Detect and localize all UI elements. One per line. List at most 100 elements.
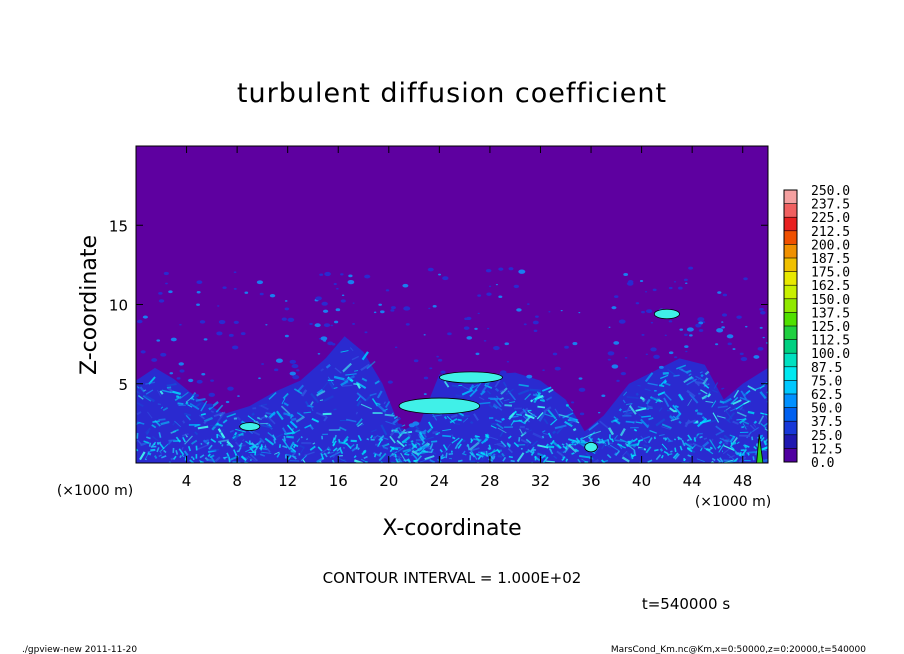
field-streak <box>646 424 650 428</box>
field-streak <box>153 455 158 459</box>
field-streak <box>556 450 565 458</box>
field-streak <box>625 420 635 424</box>
field-streak <box>355 443 359 450</box>
field-streak <box>210 438 217 443</box>
field-streak <box>461 389 473 396</box>
field-streak <box>541 435 545 439</box>
eddy <box>578 312 581 314</box>
field-streak <box>158 418 166 421</box>
field-streak <box>443 380 450 388</box>
eddy <box>412 421 420 426</box>
field-streak <box>156 389 162 397</box>
field-streak <box>469 441 480 451</box>
field-streak <box>479 401 491 405</box>
field-streak <box>668 414 673 417</box>
field-streak <box>297 384 304 392</box>
field-streak <box>268 391 277 400</box>
field-streak <box>502 456 507 462</box>
field-streak <box>747 385 757 392</box>
colorbar-label: 50.0 <box>811 402 842 417</box>
field-streak <box>166 383 177 387</box>
field-streak <box>502 381 507 388</box>
eddy <box>513 284 520 289</box>
field-streak <box>426 428 432 434</box>
field-streak <box>353 459 364 463</box>
field-streak <box>404 443 407 447</box>
eddy <box>232 345 239 350</box>
field-streak <box>260 404 269 411</box>
eddy <box>641 310 645 314</box>
field-streak <box>469 388 478 398</box>
eddy <box>721 326 725 329</box>
field-streak <box>687 447 693 453</box>
field-streak <box>343 438 349 444</box>
field-streak <box>500 440 507 448</box>
field-streak <box>174 395 182 401</box>
colorbar-label: 250.0 <box>811 184 850 199</box>
field-streak <box>353 455 357 459</box>
field-streak <box>674 404 679 409</box>
field-streak <box>136 439 143 446</box>
field-streak <box>537 391 541 397</box>
x-tick-label: 16 <box>329 472 348 490</box>
colorbar-label: 75.0 <box>811 374 842 389</box>
eddy <box>348 274 353 278</box>
field-streak <box>439 449 443 453</box>
field-streak <box>686 378 697 386</box>
x-tick-label: 12 <box>278 472 297 490</box>
eddy <box>315 296 322 301</box>
field-streak <box>289 420 298 429</box>
field-streak <box>366 360 376 370</box>
field-streak <box>312 442 316 445</box>
colorbar-swatch <box>784 366 797 381</box>
eddy <box>284 307 290 311</box>
field-streak <box>621 456 630 463</box>
field-streak <box>719 400 725 404</box>
eddy <box>438 273 442 276</box>
eddy <box>331 342 336 346</box>
eddy <box>685 350 688 353</box>
field-streak <box>159 390 164 395</box>
eddy <box>140 350 146 354</box>
field-streak <box>210 410 214 413</box>
eddy <box>440 370 446 374</box>
eddy <box>616 379 620 382</box>
field-streak <box>669 407 676 413</box>
field-streak <box>404 450 411 454</box>
field-streak <box>513 419 523 423</box>
field-streak <box>515 413 522 416</box>
eddy <box>289 359 297 364</box>
field-streak <box>725 439 730 442</box>
field-streak <box>606 453 612 459</box>
field-streak <box>451 437 460 444</box>
field-streak <box>325 363 331 369</box>
eddy <box>727 342 732 346</box>
field-streak <box>345 442 352 450</box>
field-streak <box>147 449 156 453</box>
eddy <box>196 303 200 306</box>
field-streak <box>704 370 710 376</box>
eddy <box>650 321 654 324</box>
field-streak <box>152 420 160 424</box>
field-streak <box>429 442 434 450</box>
field-streak <box>151 424 157 429</box>
field-streak <box>764 428 768 432</box>
field-streak <box>281 438 290 449</box>
field-streak <box>546 396 553 401</box>
eddy <box>281 317 287 321</box>
field-streak <box>589 430 602 436</box>
field-streak <box>488 436 499 441</box>
field-streak <box>462 450 466 455</box>
field-streak <box>301 389 308 397</box>
field-streak <box>177 402 184 406</box>
eddy <box>333 283 337 286</box>
field-streak <box>742 420 750 425</box>
colorbar-swatch <box>784 271 797 286</box>
field-streak <box>636 439 641 447</box>
field-streak <box>343 374 356 383</box>
eddy <box>715 343 719 346</box>
field-streak <box>450 413 458 419</box>
field-streak <box>397 447 404 453</box>
field-streak <box>462 417 469 423</box>
field-streak <box>619 427 626 437</box>
